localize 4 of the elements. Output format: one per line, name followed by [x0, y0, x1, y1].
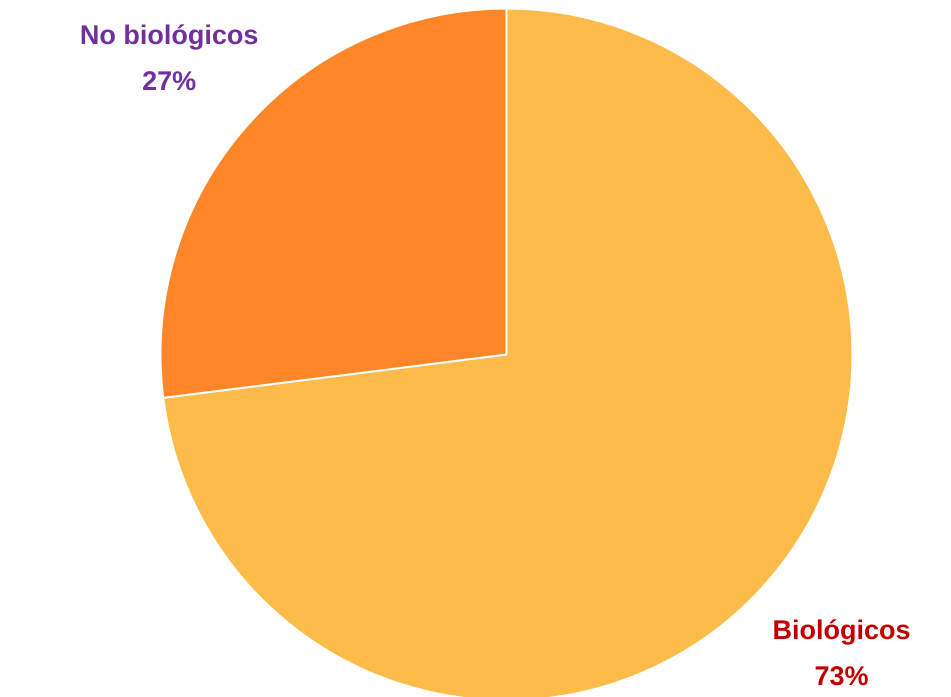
data-label: 73% — [814, 660, 869, 691]
data-label: 27% — [142, 66, 196, 96]
slice-label: No biológicos — [80, 20, 258, 50]
slice-label: Biológicos — [772, 614, 911, 645]
